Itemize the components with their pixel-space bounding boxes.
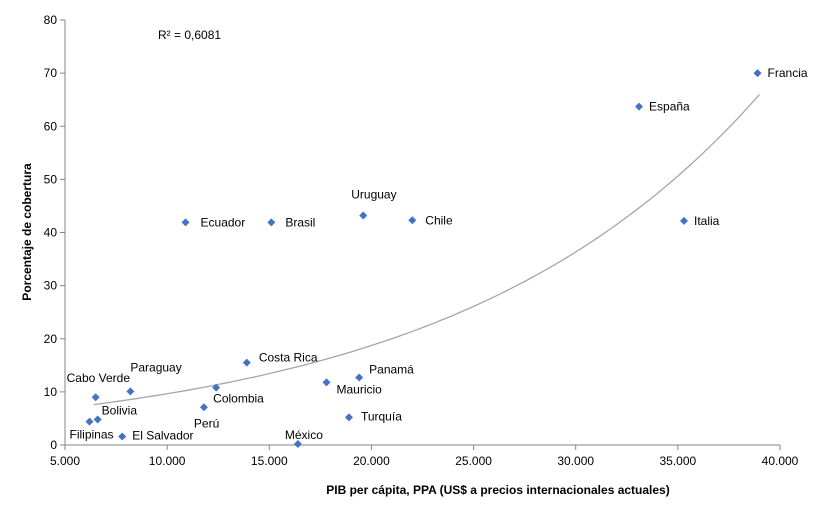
label-ecuador: Ecuador [201, 215, 246, 229]
point-chile [408, 216, 417, 225]
point-uruguay [359, 211, 368, 220]
y-tick-label: 30 [44, 279, 58, 293]
y-tick-label: 80 [44, 13, 58, 27]
y-tick-label: 10 [44, 385, 58, 399]
point-colombia [212, 383, 221, 392]
y-tick-label: 50 [44, 172, 58, 186]
point-cabo-verde [91, 393, 100, 402]
point-paraguay [126, 387, 135, 396]
point-peru [199, 403, 208, 412]
label-costa-rica: Costa Rica [259, 351, 318, 365]
data-points: Francia España Italia Uruguay Chile Ecuador Br… [67, 66, 808, 448]
point-filipinas [85, 417, 94, 426]
point-ecuador [181, 218, 190, 227]
x-tick-label: 35.000 [660, 454, 697, 468]
label-uruguay: Uruguay [351, 188, 396, 202]
y-tick-label: 20 [44, 332, 58, 346]
x-tick-label: 40.000 [762, 454, 799, 468]
label-peru: Perú [194, 416, 219, 430]
label-francia: Francia [768, 66, 808, 80]
y-tick-label: 0 [50, 438, 57, 452]
label-mauricio: Mauricio [336, 382, 382, 396]
point-costa-rica [242, 358, 251, 367]
x-axis: 5.000 10.000 15.000 20.000 25.000 30.000 35.00… [50, 444, 799, 468]
y-axis-title: Porcentaje de cobertura [20, 163, 34, 301]
label-filipinas: Filipinas [70, 428, 114, 442]
x-tick-label: 15.000 [251, 454, 288, 468]
label-turquia: Turquía [361, 409, 402, 423]
x-axis-title: PIB per cápita, PPA (US$ a precios inter… [326, 483, 669, 497]
y-tick-label: 40 [44, 226, 58, 240]
x-tick-label: 10.000 [149, 454, 186, 468]
label-chile: Chile [425, 213, 453, 227]
label-brasil: Brasil [285, 215, 315, 229]
point-espana [635, 102, 644, 111]
y-tick-label: 70 [44, 66, 58, 80]
point-mauricio [322, 378, 331, 387]
point-el-salvador [118, 432, 127, 441]
point-bolivia [93, 415, 102, 424]
label-panama: Panamá [369, 363, 414, 377]
point-brasil [267, 218, 276, 227]
point-francia [753, 69, 762, 78]
point-panama [355, 373, 364, 382]
r2-annotation: R² = 0,6081 [158, 28, 221, 42]
point-mexico [293, 439, 302, 448]
y-axis: 0 10 20 30 40 50 60 70 80 [44, 13, 66, 452]
label-bolivia: Bolivia [102, 404, 138, 418]
x-tick-label: 20.000 [353, 454, 390, 468]
x-tick-label: 5.000 [50, 454, 80, 468]
point-italia [679, 216, 688, 225]
label-italia: Italia [694, 214, 720, 228]
y-tick-label: 60 [44, 119, 58, 133]
label-espana: España [649, 100, 690, 114]
x-tick-label: 30.000 [557, 454, 594, 468]
label-colombia: Colombia [213, 392, 264, 406]
label-paraguay: Paraguay [130, 360, 181, 374]
label-el-salvador: El Salvador [132, 429, 193, 443]
trendline [93, 93, 761, 406]
x-tick-label: 25.000 [455, 454, 492, 468]
point-turquia [344, 413, 353, 422]
label-cabo-verde: Cabo Verde [67, 371, 131, 385]
label-mexico: México [285, 428, 323, 442]
